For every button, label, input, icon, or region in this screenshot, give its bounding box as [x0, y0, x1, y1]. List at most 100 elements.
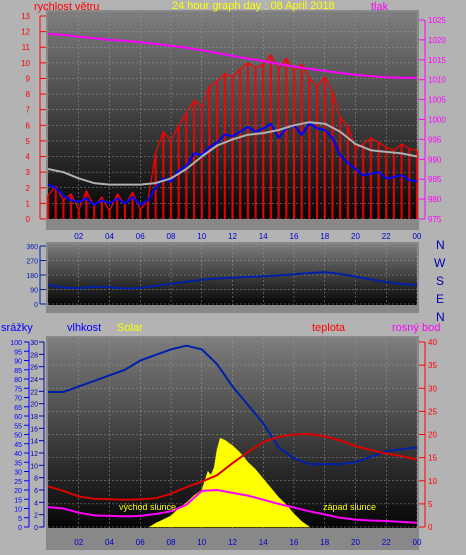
wind-trend-line [47, 121, 418, 186]
x-tick-label: 18 [320, 232, 329, 241]
wind-direction-line [47, 271, 418, 290]
pressure-y-tick-label: 1020 [428, 36, 446, 45]
humidity-y-tick-label: 22 [30, 389, 38, 396]
pressure-y-tick-label: 1005 [428, 96, 446, 105]
humidity-y-tick-label: 2 [34, 513, 38, 520]
wind-y-tick-label: 5 [26, 137, 31, 146]
wind-y-tick-label: 8 [26, 90, 31, 99]
temp-y-tick-label: 30 [428, 384, 437, 393]
solar-label: Solar [117, 322, 143, 334]
humidity-y-tick-label: 24 [30, 377, 38, 384]
wind-direction-plot-background [48, 244, 417, 305]
x-tick-label: 02 [74, 232, 83, 241]
wind-y-tick-label: 2 [26, 184, 31, 193]
rain-y-tick-label: 70 [14, 396, 22, 403]
x-tick-label: 22 [382, 538, 391, 547]
rain-y-tick-label: 25 [14, 479, 22, 486]
pressure-y-tick-label: 975 [428, 215, 442, 224]
rain-label: srážky [1, 322, 33, 334]
compass-s: S [436, 274, 444, 288]
x-tick-label: 16 [290, 232, 299, 241]
rain-y-tick-label: 95 [14, 349, 22, 356]
wind-y-tick-label: 0 [26, 215, 31, 224]
rain-y-tick-label: 75 [14, 386, 22, 393]
x-tick-label: 08 [167, 232, 176, 241]
wind-pressure-series [46, 32, 419, 219]
compass-n-top: N [436, 238, 445, 252]
rain-y-tick-label: 85 [14, 368, 22, 375]
wind-average-line [47, 122, 418, 206]
humidity-y-tick-label: 6 [34, 488, 38, 495]
temp-y-tick-label: 25 [428, 407, 437, 416]
wind-speed-label: rychlost větru [34, 1, 99, 13]
direction-y-tick-label: 0 [34, 302, 38, 309]
temp-y-tick-label: 40 [428, 338, 437, 347]
rain-y-tick-label: 80 [14, 377, 22, 384]
wind-direction-axis: 360 270 180 90 0 [26, 244, 46, 309]
wind-y-tick-label: 4 [26, 153, 31, 162]
rain-y-tick-label: 0 [18, 525, 22, 532]
temp-y-tick-label: 10 [428, 477, 437, 486]
rain-y-tick-label: 65 [14, 405, 22, 412]
wind-y-tick-label: 10 [21, 59, 30, 68]
x-tick-label: 10 [197, 538, 206, 547]
humidity-y-tick-label: 0 [34, 525, 38, 532]
pressure-y-tick-label: 995 [428, 135, 442, 144]
temp-y-tick-label: 35 [428, 361, 437, 370]
rain-y-tick-label: 50 [14, 433, 22, 440]
humidity-line [48, 344, 418, 466]
rain-y-tick-label: 20 [14, 488, 22, 495]
wind-y-tick-label: 13 [21, 12, 30, 21]
pressure-y-tick-label: 1000 [428, 115, 446, 124]
pressure-right-axis: 975 980 985 990 995 1000 1005 1010 1015 1020 1025 [419, 16, 446, 224]
x-tick-label: 12 [228, 232, 237, 241]
wind-y-tick-label: 9 [26, 74, 31, 83]
compass-e: E [436, 292, 444, 306]
x-tick-label: 00 [413, 538, 422, 547]
humidity-label: vlhkost [67, 322, 101, 334]
wind-y-tick-label: 3 [26, 168, 31, 177]
x-tick-label: 14 [259, 538, 268, 547]
pressure-y-tick-label: 1015 [428, 56, 446, 65]
temperature-label: teplota [312, 322, 346, 334]
rain-y-tick-label: 100 [10, 340, 22, 347]
rain-y-tick-label: 10 [14, 507, 22, 514]
direction-y-tick-label: 180 [26, 273, 38, 280]
x-tick-label: 22 [382, 232, 391, 241]
x-tick-label: 14 [259, 232, 268, 241]
x-tick-label: 08 [167, 538, 176, 547]
x-tick-label: 04 [105, 538, 114, 547]
rain-y-tick-label: 30 [14, 470, 22, 477]
chart-title: 24 hour graph day : 08 April 2018 [172, 0, 335, 12]
x-tick-label: 02 [74, 538, 83, 547]
pressure-y-tick-label: 980 [428, 195, 442, 204]
wind-y-tick-label: 7 [26, 106, 31, 115]
humidity-y-tick-label: 20 [30, 402, 38, 409]
wind-direction-grid [48, 244, 418, 305]
x-tick-label: 10 [197, 232, 206, 241]
humidity-y-tick-label: 12 [30, 451, 38, 458]
rain-y-tick-label: 55 [14, 423, 22, 430]
temp-y-tick-label: 0 [428, 523, 433, 532]
pressure-y-tick-label: 1010 [428, 76, 446, 85]
humidity-temperature-x-ticks: 02 04 06 08 10 12 14 16 18 20 22 00 [74, 538, 422, 547]
pressure-y-tick-label: 985 [428, 175, 442, 184]
humidity-y-tick-label: 28 [30, 352, 38, 359]
dewpoint-label: rosný bod [392, 322, 440, 334]
wind-y-tick-label: 11 [22, 43, 31, 52]
wind-y-tick-label: 6 [26, 121, 31, 130]
x-tick-label: 16 [290, 538, 299, 547]
humidity-y-tick-label: 8 [34, 476, 38, 483]
wind-y-tick-label: 1 [26, 199, 31, 208]
rain-y-tick-label: 5 [18, 516, 22, 523]
direction-y-tick-label: 90 [30, 288, 38, 295]
pressure-y-tick-label: 990 [428, 155, 442, 164]
humidity-y-tick-label: 26 [30, 365, 38, 372]
x-tick-label: 06 [136, 538, 145, 547]
rain-y-tick-label: 90 [14, 359, 22, 366]
x-tick-label: 20 [351, 538, 360, 547]
wind-pressure-x-ticks: 02 04 06 08 10 12 14 16 18 20 22 00 [74, 232, 422, 241]
temp-y-tick-label: 20 [428, 431, 437, 440]
